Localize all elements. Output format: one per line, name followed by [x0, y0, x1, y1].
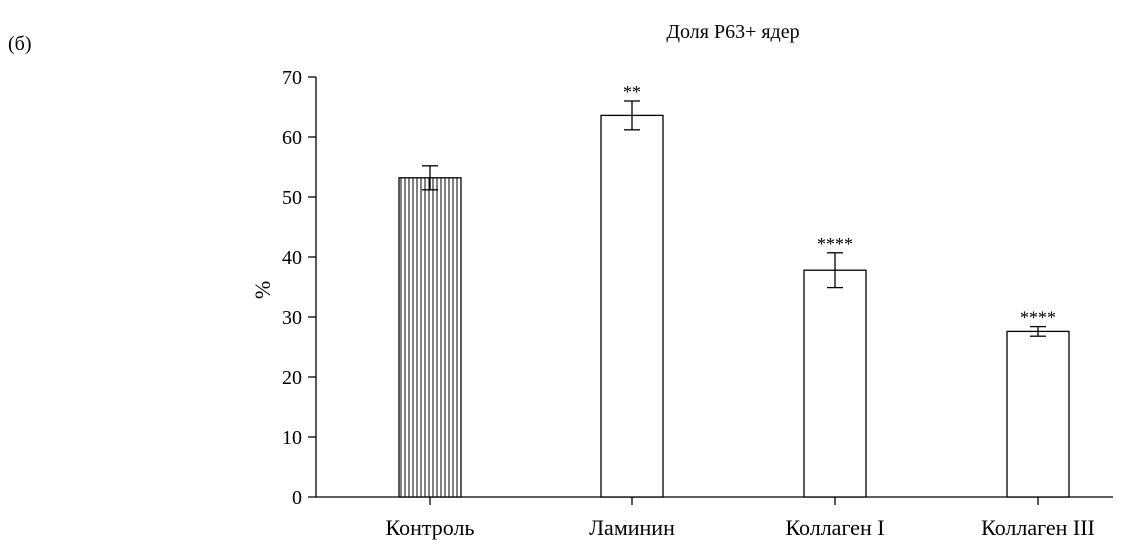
panel-label: (б) [8, 33, 32, 55]
x-tick-label: Контроль [386, 515, 475, 540]
significance-label: **** [1020, 308, 1056, 328]
y-tick-label: 70 [282, 67, 302, 89]
bar [398, 177, 462, 498]
x-tick-label: Коллаген III [981, 515, 1095, 540]
bars: ********** [398, 82, 1070, 498]
y-tick-label: 20 [282, 367, 302, 389]
y-tick-label: 50 [282, 187, 302, 209]
bar [803, 269, 867, 498]
y-axis-label: % [250, 281, 275, 299]
axes: 0 10 20 30 40 50 60 70 Контроль Ламинин Коллаген I… [282, 67, 1113, 540]
bar [1006, 330, 1070, 498]
y-tick-label: 40 [282, 247, 302, 269]
y-tick-label: 60 [282, 127, 302, 149]
y-tick-label: 10 [282, 427, 302, 449]
y-tick-label: 30 [282, 307, 302, 329]
chart-title: Доля P63+ ядер [666, 21, 799, 43]
x-tick-label: Ламинин [589, 515, 675, 540]
y-tick-label: 0 [292, 487, 302, 509]
x-tick-label: Коллаген I [785, 515, 884, 540]
significance-label: ** [623, 82, 641, 102]
significance-label: **** [817, 234, 853, 254]
bar [600, 114, 664, 498]
